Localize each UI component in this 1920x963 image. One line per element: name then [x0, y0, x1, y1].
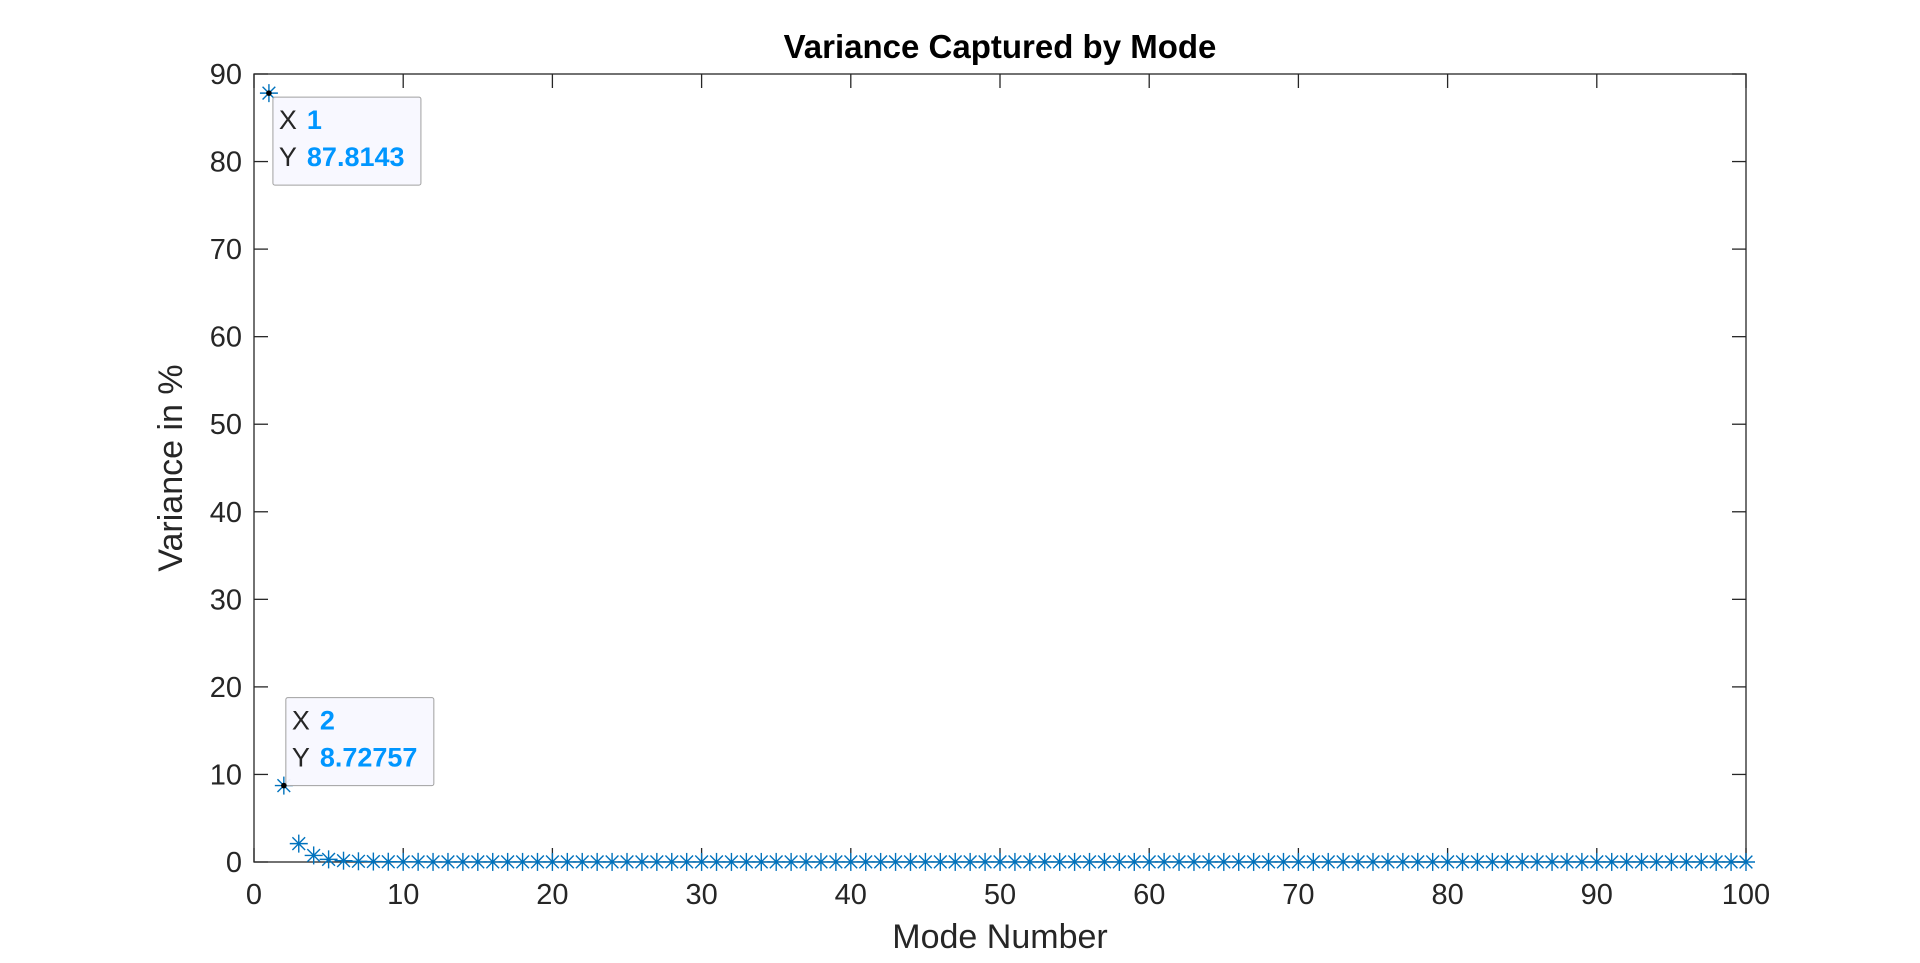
x-tick-label: 50	[984, 879, 1016, 911]
data-point-marker[interactable]	[647, 852, 666, 871]
x-tick-label: 0	[246, 879, 262, 911]
data-point-marker[interactable]	[1528, 852, 1547, 871]
datatip-value: 87.8143	[307, 142, 405, 172]
data-point-marker[interactable]	[1707, 852, 1726, 871]
y-tick-label: 0	[226, 847, 242, 879]
datatip-key: X	[279, 105, 297, 135]
datatip-box	[285, 697, 435, 787]
datatip-anchor-dot	[281, 782, 287, 789]
data-point-marker[interactable]	[1677, 852, 1696, 871]
data-point-marker[interactable]	[468, 852, 487, 871]
data-point-marker[interactable]	[438, 852, 457, 871]
data-point-marker[interactable]	[1080, 852, 1099, 871]
x-tick-label: 100	[1722, 879, 1770, 911]
y-tick-label: 40	[210, 497, 242, 529]
data-point-marker[interactable]	[319, 850, 338, 869]
datatip[interactable]: X 2Y 8.72757	[281, 697, 435, 789]
x-tick-label: 10	[387, 879, 419, 911]
x-tick-labels: 0 10 20 30 40 50 60 70 80 90 100	[246, 879, 1770, 911]
x-tick-label: 80	[1431, 879, 1463, 911]
datatip-anchor-dot	[266, 90, 272, 96]
y-tick-label: 50	[210, 409, 242, 441]
datatip-value: 1	[307, 105, 322, 135]
y-tick-label: 30	[210, 584, 242, 616]
x-tick-label: 40	[835, 879, 867, 911]
x-tick-label: 60	[1133, 879, 1165, 911]
data-point-marker[interactable]	[1453, 852, 1472, 871]
data-point-marker[interactable]	[826, 852, 845, 871]
data-point-marker[interactable]	[1393, 852, 1412, 871]
data-point-marker[interactable]	[841, 852, 860, 871]
datatip-value: 2	[320, 706, 335, 736]
data-point-marker[interactable]	[289, 834, 308, 853]
y-tick-label: 70	[210, 234, 242, 266]
y-tick-label: 10	[210, 759, 242, 791]
data-point-marker[interactable]	[797, 852, 816, 871]
datatip-value: 8.72757	[320, 743, 418, 773]
data-point-marker[interactable]	[304, 846, 323, 865]
datatip-key: Y	[292, 743, 310, 773]
data-point-marker[interactable]	[677, 852, 696, 871]
data-point-marker[interactable]	[1423, 852, 1442, 871]
y-tick-label: 90	[210, 59, 242, 91]
y-tick-label: 60	[210, 322, 242, 354]
y-axis-label: Variance in %	[152, 364, 190, 571]
data-point-marker[interactable]	[498, 852, 517, 871]
chart-title: Variance Captured by Mode	[784, 28, 1217, 65]
data-point-marker[interactable]	[782, 852, 801, 871]
x-axis-label: Mode Number	[892, 918, 1107, 956]
datatip-box	[272, 96, 422, 186]
data-point-marker[interactable]	[871, 852, 890, 871]
x-tick-label: 70	[1282, 879, 1314, 911]
data-point-marker[interactable]	[632, 852, 651, 871]
data-markers	[259, 84, 1755, 871]
data-point-marker[interactable]	[483, 852, 502, 871]
data-point-marker[interactable]	[901, 852, 920, 871]
data-point-marker[interactable]	[1170, 852, 1189, 871]
data-point-marker[interactable]	[364, 852, 383, 871]
x-tick-label: 20	[536, 879, 568, 911]
plot-area	[254, 74, 1746, 862]
datatip-key: X	[292, 706, 310, 736]
data-point-marker[interactable]	[1617, 852, 1636, 871]
y-tick-label: 20	[210, 672, 242, 704]
y-tick-labels: 0 10 20 30 40 50 60 70 80 90	[210, 59, 242, 879]
data-point-marker[interactable]	[409, 852, 428, 871]
y-tick-label: 80	[210, 147, 242, 179]
datatip-key: Y	[279, 142, 297, 172]
data-point-marker[interactable]	[1572, 852, 1591, 871]
data-point-marker[interactable]	[916, 852, 935, 871]
datatip[interactable]: X 1Y 87.8143	[266, 90, 422, 186]
x-tick-label: 90	[1581, 879, 1613, 911]
data-point-marker[interactable]	[1722, 852, 1741, 871]
x-tick-label: 30	[685, 879, 717, 911]
data-point-marker[interactable]	[1259, 852, 1278, 871]
data-point-marker[interactable]	[1737, 853, 1755, 871]
